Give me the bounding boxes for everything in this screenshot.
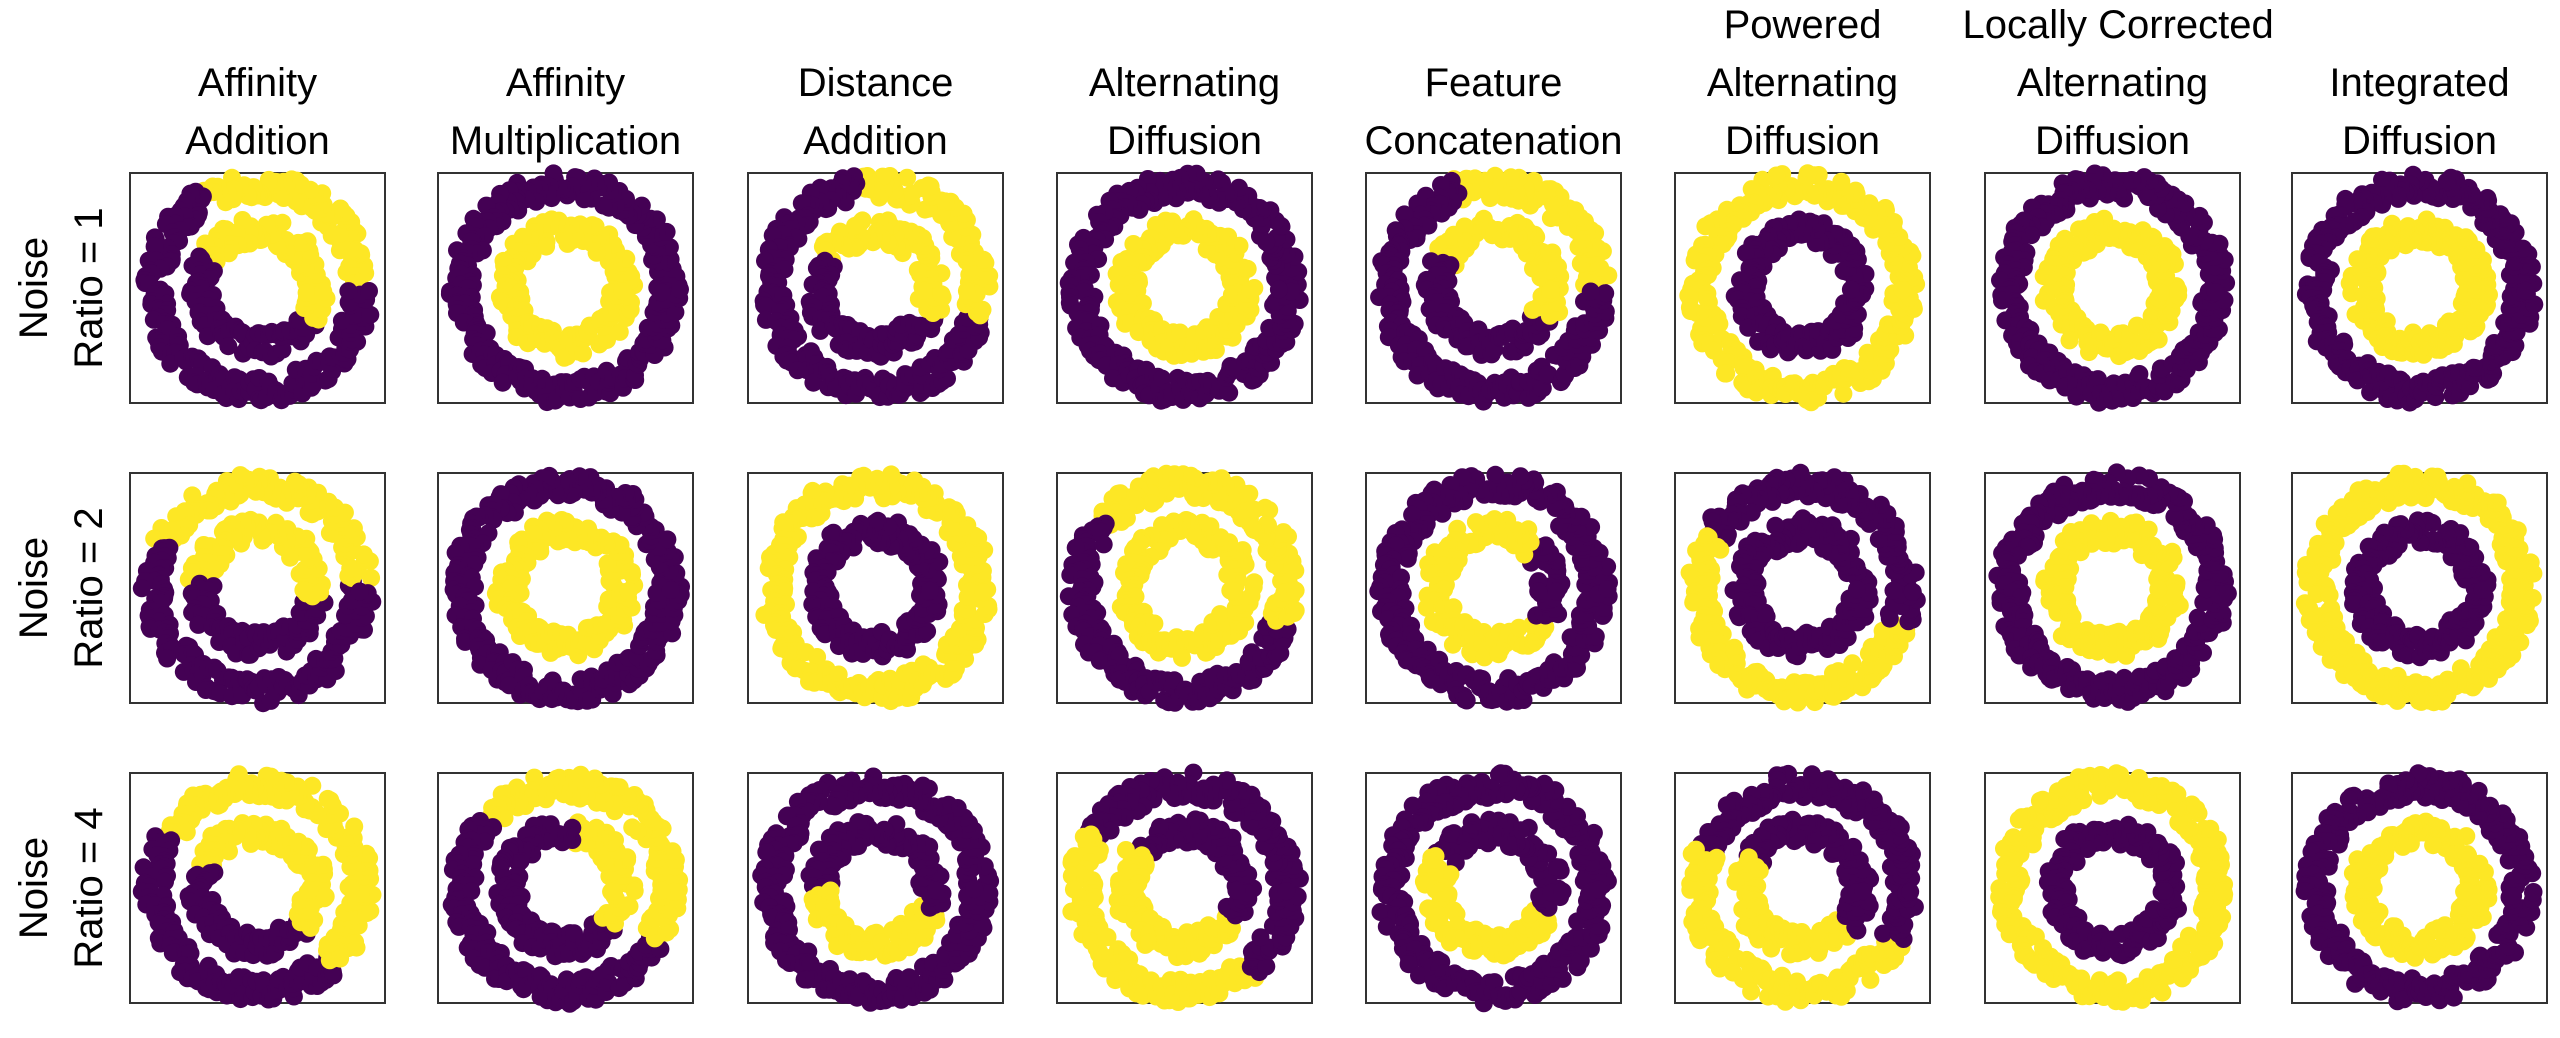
scatter-point [361, 306, 379, 324]
scatter-point [933, 285, 951, 303]
scatter-point [662, 581, 680, 599]
scatter-panel [748, 167, 1003, 406]
scatter-point [360, 282, 378, 300]
scatter-point [294, 581, 312, 599]
scatter-point [671, 280, 689, 298]
scatter-panel [1985, 165, 2240, 412]
scatter-point [2517, 282, 2535, 300]
scatter-point [1842, 281, 1860, 299]
scatter-point [958, 282, 976, 300]
scatter-point [653, 283, 671, 301]
scatter-point [1145, 615, 1163, 633]
scatter-panel [438, 467, 693, 710]
scatter-panel [130, 466, 385, 712]
scatter-point [1270, 281, 1288, 299]
scatter-panel [1057, 165, 1312, 410]
scatter-panel [1366, 167, 1621, 411]
scatter-panel [1675, 164, 1930, 411]
scatter-point [298, 284, 316, 302]
scatter-point [1542, 281, 1560, 299]
scatter-point [1241, 281, 1259, 299]
scatter-point [915, 282, 933, 300]
scatter-point [2207, 283, 2225, 301]
scatter-point [351, 583, 369, 601]
scatter-panel [438, 164, 693, 411]
scatter-point [1717, 365, 1735, 383]
scatter-point [2152, 284, 2170, 302]
scatter-point [1582, 283, 1600, 301]
scatter-point [975, 583, 993, 601]
scatter-panel [2292, 166, 2547, 412]
scatter-point [2468, 281, 2486, 299]
scatter-point [1274, 523, 1292, 541]
scatter-panel [1366, 466, 1621, 711]
scatter-point [620, 582, 638, 600]
scatter-point [339, 282, 357, 300]
scatter-point [2169, 281, 2187, 299]
scatter-point [1221, 582, 1239, 600]
scatter-point [314, 283, 332, 301]
scatter-point [921, 582, 939, 600]
scatter-point [614, 282, 632, 300]
scatter-point [1211, 605, 1229, 623]
scatter-point [158, 650, 176, 668]
scatter-panel [130, 169, 385, 409]
scatter-point [1095, 535, 1113, 553]
scatter-point [1243, 587, 1261, 605]
scatter-panel [748, 465, 1003, 710]
scatter-panel [1057, 465, 1312, 712]
scatter-point [1894, 281, 1912, 299]
scatter-point [311, 583, 329, 601]
scatter-point [1287, 582, 1305, 600]
